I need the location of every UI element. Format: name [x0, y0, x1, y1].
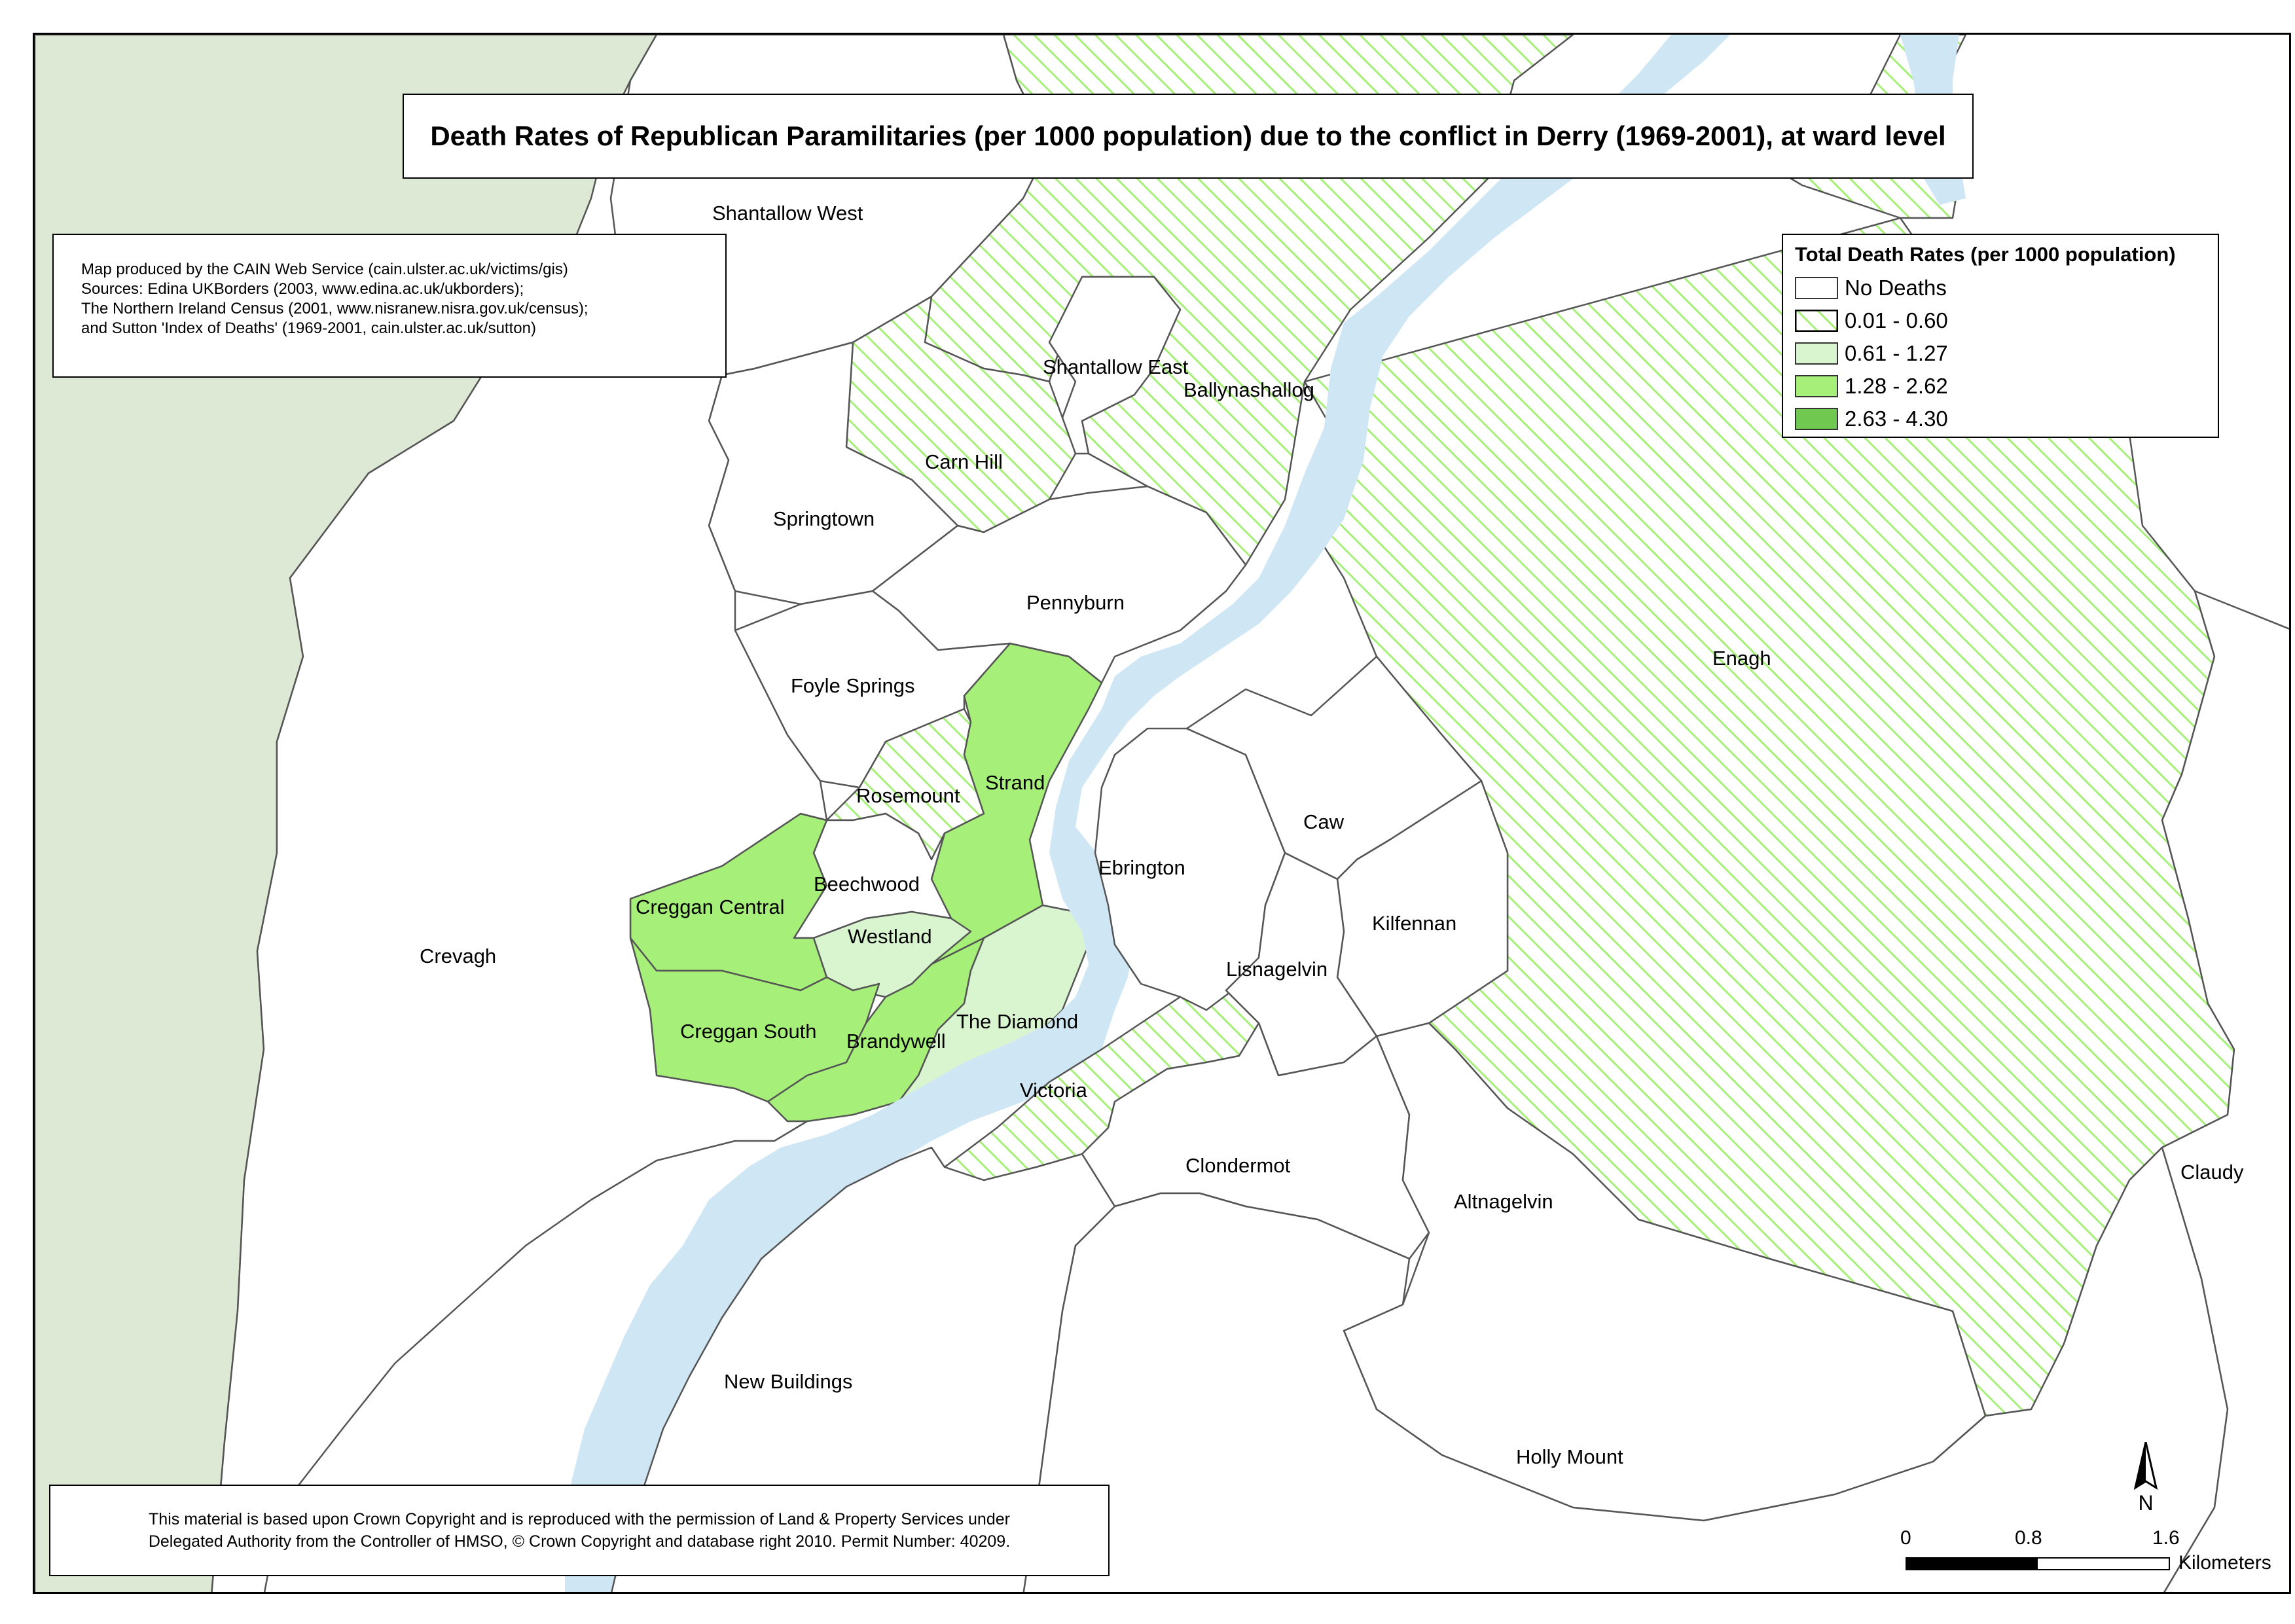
credits-line: Map produced by the CAIN Web Service (ca… [81, 261, 568, 278]
label-lisnagelvin: Lisnagelvin [1226, 958, 1328, 981]
scale-bar: 0 0.8 1.6 Kilometers [1900, 1527, 2289, 1586]
label-clondermot: Clondermot [1185, 1154, 1291, 1177]
label-springtown: Springtown [773, 507, 875, 530]
label-claudy: Claudy [2180, 1161, 2244, 1183]
scale-bar-black [1906, 1557, 2039, 1570]
label-beechwood: Beechwood [814, 873, 920, 895]
label-rosemount: Rosemount [856, 784, 960, 807]
credits-line: Sources: Edina UKBorders (2003, www.edin… [81, 280, 524, 298]
copyright-line: This material is based upon Crown Copyri… [149, 1510, 1010, 1528]
legend-item-dark: 2.63 - 4.30 [1795, 403, 2218, 435]
legend-item-hatch: 0.01 - 0.60 [1795, 304, 2218, 337]
label-crevagh: Crevagh [420, 945, 496, 967]
label-caw: Caw [1303, 810, 1345, 833]
label-altnagelvin: Altnagelvin [1454, 1190, 1553, 1213]
label-enagh: Enagh [1712, 647, 1771, 670]
credits-panel: Map produced by the CAIN Web Service (ca… [52, 234, 727, 378]
ward-claudy [2161, 590, 2289, 1592]
label-foyle-springs: Foyle Springs [791, 674, 915, 697]
legend-swatch-dark [1795, 408, 1838, 430]
label-strand: Strand [985, 771, 1045, 794]
legend-label: No Deaths [1845, 276, 1947, 300]
scale-bar-white [2036, 1557, 2170, 1570]
label-ebrington: Ebrington [1098, 856, 1185, 879]
label-kilfennan: Kilfennan [1372, 912, 1456, 935]
map-title: Death Rates of Republican Paramilitaries… [430, 120, 1946, 151]
label-new-buildings: New Buildings [724, 1370, 852, 1393]
legend-label: 2.63 - 4.30 [1845, 406, 1948, 431]
credits-line: and Sutton 'Index of Deaths' (1969-2001,… [81, 319, 536, 337]
north-label: N [2138, 1491, 2153, 1514]
legend-swatch-hatch [1795, 310, 1838, 332]
legend-label: 0.61 - 1.27 [1845, 341, 1948, 365]
legend-label: 0.01 - 0.60 [1845, 308, 1948, 333]
legend-swatch-light [1795, 342, 1838, 365]
label-carn-hill: Carn Hill [925, 450, 1003, 473]
legend-swatch-none [1795, 277, 1838, 299]
label-pennyburn: Pennyburn [1026, 591, 1125, 614]
label-shantallow-west: Shantallow West [712, 202, 863, 225]
label-victoria: Victoria [1020, 1079, 1088, 1102]
label-creggan-south: Creggan South [680, 1020, 817, 1043]
label-holly-mount: Holly Mount [1516, 1445, 1623, 1468]
north-arrow-icon: N [2133, 1442, 2158, 1514]
map-title-panel: Death Rates of Republican Paramilitaries… [403, 94, 1974, 179]
legend-item-light: 0.61 - 1.27 [1795, 337, 2218, 370]
legend-panel: Total Death Rates (per 1000 population) … [1782, 234, 2219, 438]
copyright-line: Delegated Authority from the Controller … [148, 1532, 1011, 1551]
legend-item-none: No Deaths [1795, 272, 2218, 304]
label-shantallow-east: Shantallow East [1043, 355, 1189, 378]
label-westland: Westland [848, 925, 932, 948]
scale-tick-0: 0 [1900, 1527, 1911, 1549]
scale-tick-2: 1.6 [2152, 1527, 2180, 1549]
legend-title: Total Death Rates (per 1000 population) [1795, 243, 2176, 266]
scale-tick-1: 0.8 [2015, 1527, 2042, 1549]
label-creggan-central: Creggan Central [636, 895, 784, 918]
scale-unit: Kilometers [2178, 1552, 2271, 1574]
label-ballynashallog: Ballynashallog [1184, 378, 1314, 401]
legend-swatch-mid [1795, 375, 1838, 397]
label-brandywell: Brandywell [846, 1030, 946, 1053]
credits-line: The Northern Ireland Census (2001, www.n… [81, 300, 588, 317]
legend-item-mid: 1.28 - 2.62 [1795, 370, 2218, 403]
legend-label: 1.28 - 2.62 [1845, 374, 1948, 398]
copyright-panel: This material is based upon Crown Copyri… [49, 1485, 1110, 1576]
ward-shantallow-east [1048, 276, 1182, 455]
label-the-diamond: The Diamond [956, 1010, 1078, 1033]
